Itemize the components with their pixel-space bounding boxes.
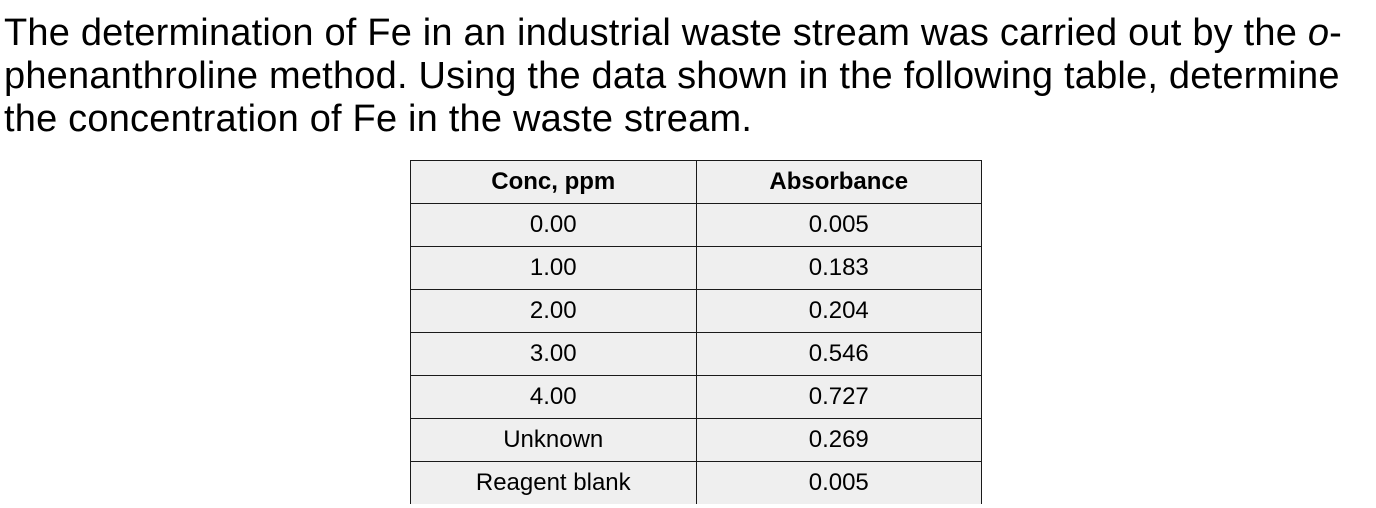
table-row: Unknown 0.269 [410,418,982,462]
question-italic-o: o [1307,12,1330,54]
cell-absorbance: 0.005 [695,461,982,504]
header-conc: Conc, ppm [410,160,697,204]
cell-absorbance: 0.005 [695,203,982,247]
table-row: 4.00 0.727 [410,375,982,419]
cell-absorbance: 0.183 [695,246,982,290]
question-text-part1: The determination of Fe in an industrial… [4,12,1308,54]
cell-absorbance: 0.204 [695,289,982,333]
table-row: 3.00 0.546 [410,332,982,376]
cell-conc: 0.00 [410,203,697,247]
table-row: 1.00 0.183 [410,246,982,290]
header-absorbance: Absorbance [695,160,982,204]
cell-conc: 3.00 [410,332,697,376]
question-text: The determination of Fe in an industrial… [4,12,1374,141]
cell-conc: 4.00 [410,375,697,419]
table-row: Reagent blank 0.005 [410,461,982,504]
calibration-table: Conc, ppm Absorbance 0.00 0.005 1.00 0.1… [410,160,982,504]
cell-conc: Unknown [410,418,697,462]
question-text-part2: -phenanthroline method. Using the data s… [4,12,1343,140]
cell-conc: 1.00 [410,246,697,290]
cell-conc: Reagent blank [410,461,697,504]
cell-absorbance: 0.546 [695,332,982,376]
cell-absorbance: 0.269 [695,418,982,462]
cell-absorbance: 0.727 [695,375,982,419]
table-header-row: Conc, ppm Absorbance [410,160,982,204]
cell-conc: 2.00 [410,289,697,333]
table-row: 0.00 0.005 [410,203,982,247]
table-row: 2.00 0.204 [410,289,982,333]
